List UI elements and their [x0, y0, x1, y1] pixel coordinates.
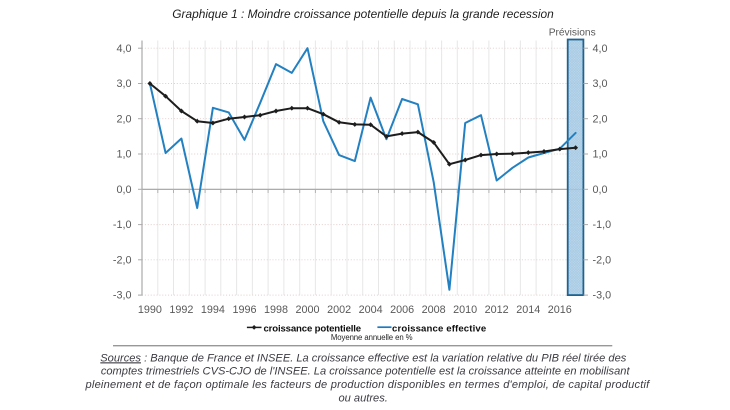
- svg-text:Prévisions: Prévisions: [549, 27, 596, 38]
- svg-text:2000: 2000: [295, 304, 319, 316]
- svg-text:2014: 2014: [516, 304, 540, 316]
- svg-text:1998: 1998: [264, 304, 288, 316]
- svg-text:-2,0: -2,0: [113, 254, 132, 266]
- svg-text:Moyenne annuelle en %: Moyenne annuelle en %: [331, 333, 413, 342]
- svg-text:4,0: 4,0: [116, 43, 131, 55]
- svg-text:2006: 2006: [390, 304, 414, 316]
- svg-text:1990: 1990: [138, 304, 162, 316]
- svg-text:2004: 2004: [359, 304, 383, 316]
- svg-text:2,0: 2,0: [116, 113, 131, 125]
- svg-text:-3,0: -3,0: [593, 290, 612, 302]
- svg-text:-1,0: -1,0: [113, 219, 132, 231]
- svg-text:ou autres.: ou autres.: [339, 392, 388, 404]
- svg-text:2,0: 2,0: [593, 113, 608, 125]
- svg-text:pleinement et de façon optimal: pleinement et de façon optimale les fact…: [85, 379, 652, 391]
- svg-text:comptes trimestriels CVS-CJO d: comptes trimestriels CVS-CJO de l'INSEE.…: [101, 366, 631, 378]
- svg-text:-1,0: -1,0: [593, 219, 612, 231]
- svg-text:2008: 2008: [422, 304, 446, 316]
- svg-text:-3,0: -3,0: [113, 290, 132, 302]
- svg-text:croissance effective: croissance effective: [392, 324, 486, 335]
- svg-text:1,0: 1,0: [593, 149, 608, 161]
- svg-text:0,0: 0,0: [116, 184, 131, 196]
- svg-text:Graphique 1 : Moindre croissan: Graphique 1 : Moindre croissance potenti…: [172, 7, 554, 21]
- svg-text:0,0: 0,0: [593, 184, 608, 196]
- svg-text:1992: 1992: [169, 304, 193, 316]
- svg-text:2010: 2010: [453, 304, 477, 316]
- svg-text:2012: 2012: [485, 304, 509, 316]
- svg-text:Sources : Banque de France et: Sources : Banque de France et INSEE. La …: [100, 352, 626, 364]
- svg-text:3,0: 3,0: [116, 78, 131, 90]
- svg-text:1994: 1994: [201, 304, 225, 316]
- svg-text:-2,0: -2,0: [593, 254, 612, 266]
- svg-text:2016: 2016: [548, 304, 572, 316]
- svg-text:1996: 1996: [232, 304, 256, 316]
- svg-text:2002: 2002: [327, 304, 351, 316]
- svg-text:1,0: 1,0: [116, 149, 131, 161]
- svg-text:croissance potentielle: croissance potentielle: [264, 324, 361, 335]
- svg-text:4,0: 4,0: [593, 43, 608, 55]
- svg-text:3,0: 3,0: [593, 78, 608, 90]
